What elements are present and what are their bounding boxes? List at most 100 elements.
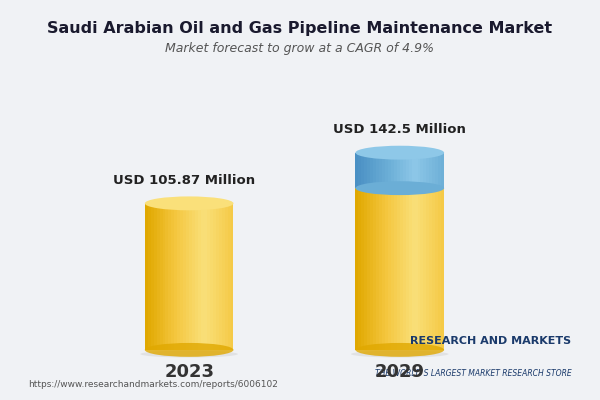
- Bar: [373, 153, 376, 188]
- Bar: [400, 153, 403, 350]
- Bar: [361, 153, 364, 188]
- Bar: [358, 153, 361, 188]
- Bar: [154, 203, 157, 350]
- Bar: [385, 153, 388, 350]
- Bar: [403, 153, 406, 350]
- Bar: [213, 203, 216, 350]
- Bar: [160, 203, 163, 350]
- Bar: [355, 153, 358, 350]
- Bar: [201, 203, 204, 350]
- Bar: [435, 153, 438, 188]
- Bar: [409, 153, 412, 350]
- Bar: [166, 203, 169, 350]
- Ellipse shape: [145, 196, 233, 210]
- Bar: [218, 203, 221, 350]
- Bar: [230, 203, 233, 350]
- Bar: [421, 153, 424, 350]
- Bar: [370, 153, 373, 350]
- Bar: [216, 203, 218, 350]
- Bar: [172, 203, 175, 350]
- Bar: [224, 203, 227, 350]
- Text: Saudi Arabian Oil and Gas Pipeline Maintenance Market: Saudi Arabian Oil and Gas Pipeline Maint…: [47, 20, 553, 36]
- Bar: [221, 203, 224, 350]
- Bar: [397, 153, 400, 350]
- Ellipse shape: [355, 146, 444, 160]
- Bar: [435, 153, 438, 350]
- Ellipse shape: [355, 343, 444, 357]
- Bar: [391, 153, 394, 188]
- Bar: [432, 153, 435, 188]
- Bar: [400, 153, 403, 188]
- Bar: [441, 153, 444, 350]
- Text: Market forecast to grow at a CAGR of 4.9%: Market forecast to grow at a CAGR of 4.9…: [166, 42, 434, 55]
- Bar: [367, 153, 370, 188]
- Bar: [355, 153, 358, 188]
- Bar: [406, 153, 409, 350]
- Bar: [412, 153, 415, 188]
- Bar: [415, 153, 418, 350]
- Bar: [367, 153, 370, 350]
- Bar: [379, 153, 382, 350]
- Bar: [207, 203, 210, 350]
- Bar: [358, 153, 361, 350]
- Bar: [178, 203, 180, 350]
- Bar: [394, 153, 397, 188]
- Text: 2023: 2023: [164, 362, 214, 380]
- Bar: [385, 153, 388, 188]
- Text: https://www.researchandmarkets.com/reports/6006102: https://www.researchandmarkets.com/repor…: [28, 380, 278, 389]
- Bar: [388, 153, 391, 350]
- Bar: [430, 153, 432, 188]
- Bar: [432, 153, 435, 350]
- Bar: [412, 153, 415, 350]
- Text: USD 105.87 Million: USD 105.87 Million: [113, 174, 254, 186]
- Bar: [157, 203, 160, 350]
- Bar: [175, 203, 178, 350]
- Bar: [406, 153, 409, 188]
- Bar: [379, 153, 382, 188]
- Bar: [189, 203, 192, 350]
- Bar: [198, 203, 201, 350]
- Bar: [180, 203, 183, 350]
- Bar: [145, 203, 148, 350]
- Bar: [227, 203, 230, 350]
- Bar: [364, 153, 367, 350]
- Bar: [394, 153, 397, 350]
- Bar: [397, 153, 400, 188]
- Bar: [210, 203, 213, 350]
- Bar: [163, 203, 166, 350]
- Ellipse shape: [140, 350, 238, 358]
- Text: USD 142.5 Million: USD 142.5 Million: [334, 123, 466, 136]
- Bar: [438, 153, 441, 188]
- Bar: [421, 153, 424, 188]
- Text: THE WORLD'S LARGEST MARKET RESEARCH STORE: THE WORLD'S LARGEST MARKET RESEARCH STOR…: [375, 368, 572, 378]
- Bar: [430, 153, 432, 350]
- Bar: [376, 153, 379, 350]
- Bar: [370, 153, 373, 188]
- Bar: [186, 203, 189, 350]
- Bar: [409, 153, 412, 188]
- Bar: [391, 153, 394, 350]
- Bar: [415, 153, 418, 188]
- Bar: [204, 203, 207, 350]
- Text: RESEARCH AND MARKETS: RESEARCH AND MARKETS: [410, 336, 572, 346]
- Bar: [403, 153, 406, 188]
- Bar: [418, 153, 421, 188]
- Bar: [441, 153, 444, 188]
- Bar: [192, 203, 195, 350]
- Bar: [388, 153, 391, 188]
- Bar: [151, 203, 154, 350]
- Bar: [418, 153, 421, 350]
- Bar: [382, 153, 385, 188]
- Ellipse shape: [355, 181, 444, 195]
- Bar: [148, 203, 151, 350]
- Bar: [361, 153, 364, 350]
- Bar: [382, 153, 385, 350]
- Bar: [183, 203, 186, 350]
- Bar: [195, 203, 198, 350]
- Bar: [427, 153, 430, 350]
- Bar: [169, 203, 172, 350]
- Bar: [438, 153, 441, 350]
- Bar: [373, 153, 376, 350]
- Bar: [364, 153, 367, 188]
- Text: 2029: 2029: [375, 362, 425, 380]
